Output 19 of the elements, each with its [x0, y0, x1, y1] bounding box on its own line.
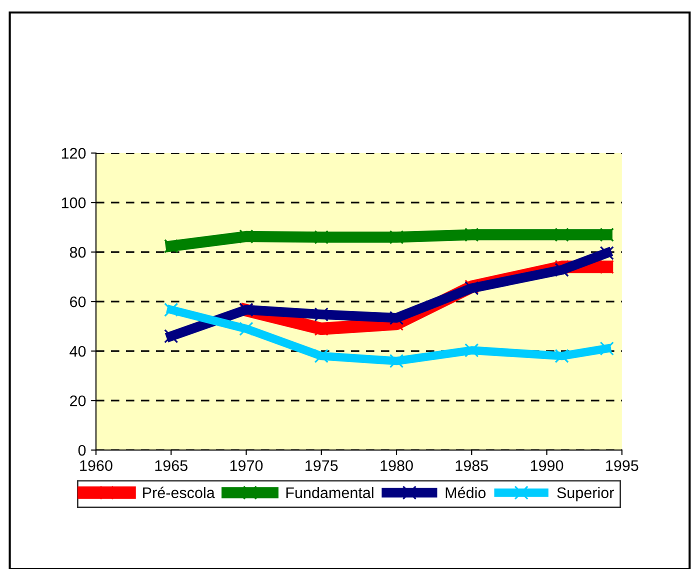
y-tick-label: 60	[70, 296, 86, 308]
legend-label: Superior	[557, 486, 614, 502]
y-tick-label: 20	[70, 395, 86, 406]
x-tick-label: 1985	[456, 460, 488, 472]
y-tick-label: 120	[62, 148, 86, 159]
x-tick-label: 1990	[530, 460, 564, 472]
x-tick-label: 1995	[606, 460, 638, 472]
y-tick-label: 100	[62, 197, 86, 208]
legend-label: Fundamental	[286, 486, 374, 498]
y-tick-label: 0	[78, 444, 86, 456]
legend-label: Médio	[446, 486, 486, 498]
x-tick-label: 1980	[380, 460, 413, 472]
x-tick-label: 1970	[230, 460, 263, 472]
x-tick-label: 1975	[306, 460, 338, 472]
legend-label: Pré-escola	[143, 486, 215, 498]
y-tick-label: 80	[70, 246, 86, 258]
y-tick-label: 40	[70, 346, 86, 357]
x-tick-label: 1965	[155, 460, 188, 472]
x-tick-label: 1960	[80, 460, 112, 472]
